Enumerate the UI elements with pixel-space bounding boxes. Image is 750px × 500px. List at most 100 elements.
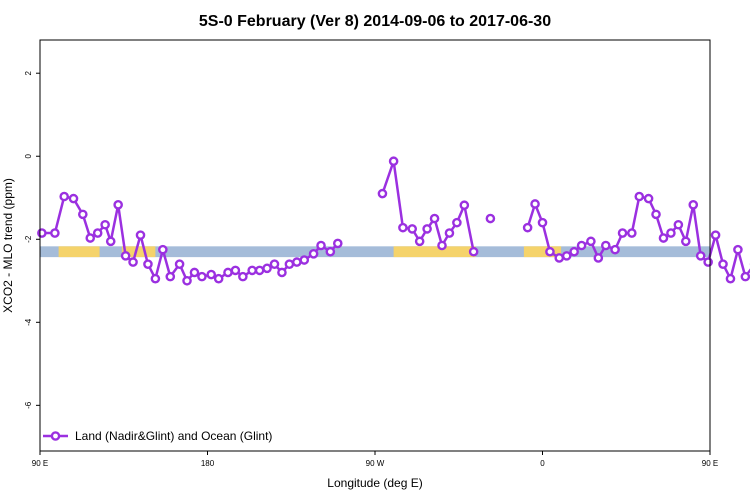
data-point: [522, 222, 533, 233]
data-point: [569, 246, 579, 257]
data-point: [213, 273, 224, 284]
data-point: [150, 273, 161, 284]
data-point: [710, 230, 721, 240]
data-point: [725, 273, 736, 284]
legend-entry-label: Land (Nadir&Glint) and Ocean (Glint): [75, 429, 272, 443]
data-point: [600, 240, 611, 251]
data-point: [128, 257, 138, 267]
data-point: [651, 209, 661, 220]
data-point: [444, 228, 455, 238]
data-point: [105, 236, 116, 247]
data-point: [174, 259, 185, 269]
data-point: [78, 209, 88, 220]
data-point: [277, 267, 287, 278]
data-point: [85, 233, 96, 243]
data-point: [545, 246, 555, 257]
legend: Land (Nadir&Glint) and Ocean (Glint): [43, 429, 272, 443]
data-point: [459, 200, 470, 211]
data-point: [197, 271, 207, 282]
data-point: [634, 191, 645, 202]
data-point: [485, 213, 496, 224]
data-point: [189, 267, 200, 278]
y-tick-label: 0: [24, 153, 33, 158]
data-point: [576, 240, 587, 251]
x-tick-label: 180: [201, 459, 215, 468]
x-axis-ticks: 90 E 180 90 W 0 90 E: [32, 451, 718, 468]
data-point: [223, 267, 233, 278]
x-tick-label: 90 E: [32, 459, 48, 468]
data-point: [292, 257, 302, 267]
data-point: [673, 219, 684, 230]
data-point: [92, 228, 103, 238]
data-point: [238, 271, 248, 282]
data-point: [627, 228, 637, 238]
data-point: [37, 228, 47, 238]
data-point: [610, 244, 620, 255]
land-band-segment: [121, 246, 156, 258]
data-point: [269, 259, 280, 269]
data-point: [718, 259, 728, 269]
data-point: [703, 257, 713, 267]
data-point: [59, 191, 69, 202]
data-point: [230, 265, 241, 276]
data-point: [429, 213, 440, 224]
data-point: [740, 271, 750, 282]
data-point: [561, 251, 572, 261]
y-tick-label: -4: [24, 318, 33, 326]
data-point: [377, 188, 388, 199]
data-point: [113, 200, 123, 210]
data-point: [50, 228, 60, 238]
data-point: [308, 249, 319, 259]
data-point: [135, 230, 146, 240]
data-point: [617, 228, 628, 238]
data-point: [437, 240, 447, 251]
data-point: [262, 263, 272, 274]
data-point: [182, 275, 192, 286]
data-point: [643, 193, 654, 204]
data-point: [537, 217, 548, 228]
data-point: [247, 265, 257, 276]
legend-marker-swatch: [50, 431, 61, 441]
data-point: [666, 228, 676, 238]
data-point: [316, 240, 326, 251]
data-point: [468, 246, 479, 257]
data-point: [388, 156, 399, 167]
data-point: [100, 219, 110, 230]
data-point: [332, 238, 343, 249]
data-point: [688, 200, 699, 210]
data-point: [733, 244, 743, 255]
y-axis-ticks: -6 -4 -2 0 2: [24, 70, 40, 409]
x-axis-label: Longitude (deg E): [327, 476, 422, 490]
y-tick-label: -6: [24, 401, 33, 409]
land-band-segment: [393, 246, 476, 258]
data-point: [681, 236, 691, 247]
chart-title: 5S-0 February (Ver 8) 2014-09-06 to 2017…: [199, 13, 551, 30]
y-axis-label: XCO2 - MLO trend (ppm): [1, 178, 15, 313]
data-point: [658, 233, 669, 243]
surface-band: [40, 246, 710, 258]
data-point: [398, 222, 408, 233]
data-point: [422, 224, 432, 234]
data-point: [695, 251, 706, 261]
x-tick-label: 90 E: [702, 459, 718, 468]
data-point: [284, 259, 295, 269]
data-point: [554, 253, 565, 263]
ocean-band: [40, 246, 710, 258]
land-band-segment: [58, 246, 100, 258]
y-tick-label: 2: [24, 70, 33, 75]
data-point: [586, 236, 596, 247]
series-land-ocean: [37, 156, 750, 286]
data-point: [165, 271, 176, 282]
data-point: [530, 199, 540, 209]
land-band-segment: [523, 246, 562, 258]
data-point: [254, 265, 265, 276]
data-point: [452, 217, 462, 228]
data-point: [206, 269, 217, 280]
data-point: [414, 236, 425, 247]
x-tick-label: 0: [540, 459, 545, 468]
data-point: [407, 224, 418, 234]
y-tick-label: -2: [24, 235, 33, 243]
x-tick-label: 90 W: [366, 459, 385, 468]
data-point: [68, 193, 79, 204]
